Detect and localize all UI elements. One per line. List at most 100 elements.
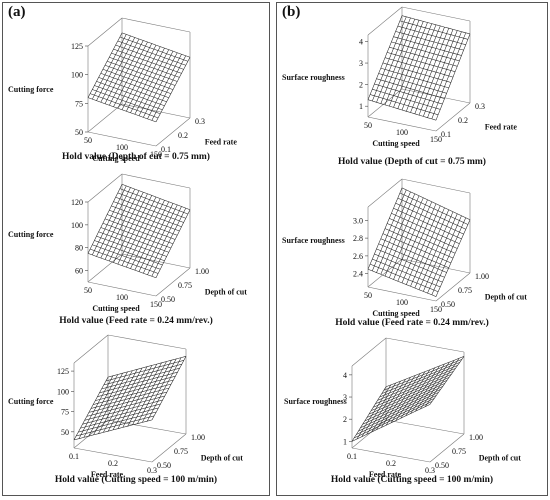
surface-grid-line (146, 357, 182, 422)
surface-grid-line (393, 36, 462, 56)
z-tick-label: 1 (343, 437, 347, 446)
x-tick-label: 0.3 (425, 466, 435, 475)
surface-grid-line (377, 368, 456, 401)
surface-grid-line (399, 20, 468, 40)
y-tick-label: 0.75 (452, 447, 466, 456)
z-tick-label: 3.0 (353, 216, 363, 225)
y-axis-label: Depth of cut (479, 454, 522, 463)
surface-grid-line (103, 363, 182, 386)
surface-grid-line (397, 197, 466, 230)
axis-box-edge (121, 173, 191, 189)
z-tick-label: 4 (343, 371, 347, 380)
hold-value-caption: Hold value (Feed rate = 0.24 mm/rev.) (335, 318, 489, 328)
surface-grid-line (414, 209, 450, 289)
surface-grid-line (119, 188, 188, 215)
surface-grid-line (127, 362, 162, 427)
axis-box-edge (367, 286, 437, 302)
surface-grid-line (395, 202, 464, 235)
z-tick-label: 3 (359, 59, 363, 68)
surface-grid-line (111, 205, 180, 232)
x-axis-label: Cutting speed (92, 154, 140, 163)
surface-grid-line (383, 359, 463, 391)
surface-grid-line (423, 213, 458, 292)
x-tick-label: 150 (430, 135, 442, 144)
axis-box-edge (401, 178, 471, 194)
z-tick-label: 3 (343, 393, 347, 402)
y-tick-label: 0.2 (458, 116, 468, 125)
y-tick-label: 0.75 (458, 286, 472, 295)
surface-grid-line (113, 48, 182, 74)
axis-box-edge (107, 419, 187, 435)
x-tick-label: 100 (396, 298, 408, 307)
surface-grid-line (427, 215, 462, 294)
axis-box-edge (351, 419, 387, 449)
z-tick-label: 100 (71, 221, 83, 230)
surface-grid-line (109, 56, 178, 82)
surface-grid-line (87, 184, 123, 254)
surface-grid-line (393, 207, 462, 240)
surface-mesh (351, 356, 465, 442)
surface-grid-line (137, 360, 172, 424)
surface-grid-line (406, 205, 441, 285)
y-tick-label: 0.75 (178, 281, 192, 290)
surface-grid-line (111, 52, 180, 78)
axis-box-edge (429, 433, 465, 463)
surface-grid-line (138, 203, 174, 272)
surface-grid-line (410, 207, 445, 287)
surface-grid-line (155, 57, 191, 123)
surface-grid-line (97, 375, 176, 397)
axis-box-edge (367, 116, 437, 132)
z-tick-label: 100 (71, 71, 83, 80)
surface-grid-line (431, 217, 467, 295)
axis-box-edge (367, 258, 403, 288)
surface-grid-line (367, 268, 437, 297)
surface-grid-line (105, 360, 184, 382)
y-tick-label: 0.50 (157, 461, 171, 470)
surface-grid-line (384, 228, 454, 259)
y-axis-label: Feed rate (205, 138, 238, 147)
surface-grid-line (113, 201, 182, 227)
surface-grid-line (132, 361, 167, 426)
x-tick-label: 150 (150, 300, 162, 309)
x-tick-label: 100 (116, 143, 128, 152)
x-tick-label: 150 (150, 150, 162, 159)
surface-grid-line (134, 49, 170, 115)
z-axis-label: Surface roughness (282, 73, 345, 82)
z-tick-label: 125 (71, 42, 83, 51)
z-tick-label: 2 (359, 81, 363, 90)
axis-box-edge (73, 447, 153, 463)
axis-box-edge (351, 447, 431, 463)
y-tick-label: 0.2 (178, 131, 188, 140)
z-axis-label: Cutting force (8, 397, 54, 406)
surface-grid-line (435, 33, 471, 121)
surface-grid-line (389, 46, 458, 67)
surface-grid-line (121, 184, 191, 210)
surface-grid-line (431, 32, 467, 119)
z-axis-label: Cutting force (8, 230, 54, 239)
hold-value-caption: Hold value (Depth of cut = 0.75 mm) (62, 152, 210, 162)
surface-grid-line (107, 60, 176, 86)
z-tick-label: 2 (343, 415, 347, 424)
y-tick-label: 0.50 (441, 300, 455, 309)
axis-box-edge (351, 337, 387, 367)
axis-box-edge (385, 337, 465, 353)
surface-grid-line (104, 65, 174, 90)
axis-box-edge (151, 433, 187, 463)
x-tick-label: 0.2 (386, 459, 396, 468)
z-axis-label: Cutting force (8, 85, 54, 94)
z-tick-label: 50 (75, 128, 83, 137)
y-tick-label: 1.00 (475, 272, 489, 281)
y-tick-label: 1.00 (195, 267, 209, 276)
x-axis-label: Cutting speed (372, 309, 420, 318)
x-tick-label: 150 (430, 305, 442, 314)
z-tick-label: 75 (61, 408, 69, 417)
panel-label-b: (b) (282, 4, 301, 20)
surface-grid-line (401, 15, 471, 35)
surface-grid-line (130, 47, 165, 113)
surface-grid-line (138, 50, 174, 116)
surface-grid-line (435, 219, 471, 297)
y-axis-label: Depth of cut (205, 288, 248, 297)
y-axis-label: Feed rate (485, 123, 518, 132)
